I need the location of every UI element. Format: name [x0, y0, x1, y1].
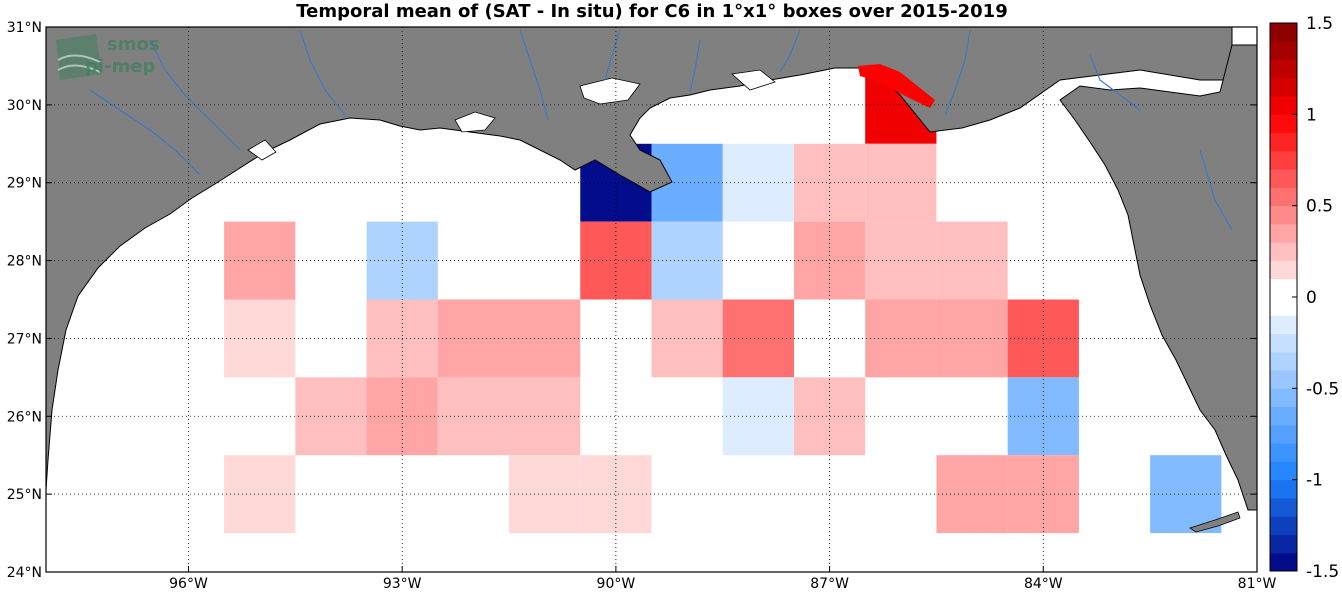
colorbar-segment	[1270, 497, 1297, 517]
heatmap-cell	[1007, 299, 1079, 378]
colorbar-segment	[1270, 552, 1297, 572]
coastal-lakes-louisiana	[454, 111, 496, 133]
colorbar-segment	[1270, 150, 1297, 170]
colorbar-segment	[1270, 534, 1297, 554]
y-tick-label: 25°N	[7, 487, 42, 503]
colorbar-segment	[1270, 516, 1297, 535]
logo-line2: pi-mep	[85, 56, 155, 77]
map-title: Temporal mean of (SAT - In situ) for C6 …	[296, 1, 1007, 22]
colorbar-segment	[1270, 187, 1297, 207]
colorbar-tick-label: 0	[1306, 288, 1317, 308]
x-axis: 96°W 93°W 90°W 87°W 84°W 81°W	[169, 566, 1276, 592]
colorbar-segment	[1270, 406, 1297, 426]
x-tick-label: 84°W	[1024, 576, 1063, 592]
colorbar-segment	[1270, 297, 1297, 316]
x-tick-label: 87°W	[810, 576, 849, 592]
heatmap-cell	[509, 377, 581, 456]
colorbar-segment	[1270, 205, 1297, 225]
colorbar-segment	[1270, 443, 1297, 462]
colorbar-tick-label: 1.5	[1306, 14, 1333, 34]
mobile-bay	[731, 69, 776, 91]
colorbar-segment	[1270, 114, 1297, 134]
y-tick-label: 24°N	[7, 565, 42, 581]
heatmap-cell	[1007, 455, 1079, 534]
colorbar-segment	[1270, 77, 1297, 97]
colorbar-segment	[1270, 96, 1297, 115]
map-panel: 96°W 93°W 90°W 87°W 84°W 81°W 24°N 25°N 26°N 27°…	[7, 20, 1277, 592]
y-tick-label: 27°N	[7, 331, 42, 347]
heatmap-cell	[793, 377, 866, 456]
colorbar-segment	[1270, 479, 1297, 499]
colorbar-tick-label: -1	[1306, 471, 1323, 491]
heatmap-cell	[509, 299, 581, 378]
colorbar-tick-label: 0.5	[1306, 197, 1333, 217]
colorbar-segment	[1270, 461, 1297, 481]
heatmap-cell	[224, 221, 296, 300]
heatmap-cell	[224, 299, 296, 378]
colorbar-segment	[1270, 278, 1297, 298]
colorbar-segment	[1270, 388, 1297, 408]
colorbar-segment	[1270, 315, 1297, 335]
heatmap-cell	[437, 299, 510, 378]
colorbar-segment	[1270, 242, 1297, 261]
heatmap-cell	[437, 377, 510, 456]
colorbar: 1.5 1 0.5 0 -0.5 -1 -1.5	[1269, 14, 1339, 582]
colorbar-segments	[1270, 23, 1297, 572]
x-tick-label: 93°W	[383, 576, 422, 592]
heatmap-cell	[1007, 377, 1079, 456]
lake-pontchartrain	[579, 77, 641, 105]
heatmap-cell	[509, 455, 581, 534]
heatmap-cell	[865, 299, 937, 378]
heatmap-cell	[865, 221, 937, 300]
colorbar-tick-label: -0.5	[1306, 379, 1339, 399]
colorbar-tick-label: 1	[1306, 105, 1317, 125]
y-tick-label: 26°N	[7, 409, 42, 425]
y-tick-label: 31°N	[7, 20, 42, 36]
map-frame	[45, 26, 1258, 573]
land-masses	[45, 26, 1258, 533]
florida-keys	[1189, 511, 1241, 533]
colorbar-tick-label: -1.5	[1306, 562, 1339, 582]
colorbar-segment	[1270, 59, 1297, 79]
y-tick-label: 29°N	[7, 176, 42, 192]
heatmap-cell	[793, 143, 866, 222]
colorbar-segment	[1270, 351, 1297, 371]
colorbar-ticks: 1.5 1 0.5 0 -0.5 -1 -1.5	[1292, 14, 1339, 582]
colorbar-segment	[1270, 132, 1297, 152]
logo-line1: smos	[107, 34, 160, 55]
smos-pi-mep-logo: smos pi-mep	[56, 34, 160, 80]
x-tick-label: 96°W	[169, 576, 208, 592]
colorbar-segment	[1270, 169, 1297, 188]
colorbar-segment	[1270, 260, 1297, 280]
heatmap-cell	[580, 455, 652, 534]
heatmap-cell	[580, 221, 652, 300]
colorbar-segment	[1270, 370, 1297, 389]
x-tick-label: 81°W	[1238, 576, 1277, 592]
x-tick-label: 90°W	[597, 576, 636, 592]
heatmap-cell	[936, 299, 1008, 378]
heatmap-cell	[224, 455, 296, 534]
heatmap-cell	[936, 221, 1008, 300]
coastal-lake-texas	[247, 139, 277, 161]
colorbar-segment	[1270, 333, 1297, 353]
grid-lines	[46, 27, 1257, 572]
y-tick-label: 30°N	[7, 98, 42, 114]
colorbar-segment	[1270, 424, 1297, 444]
florida-peninsula-land	[1059, 44, 1258, 511]
coastal-red-sliver	[858, 64, 935, 108]
heatmap-cell	[793, 221, 866, 300]
colorbar-segment	[1270, 23, 1297, 42]
heatmap-cell	[936, 455, 1008, 534]
rivers	[89, 29, 1233, 231]
y-axis: 24°N 25°N 26°N 27°N 28°N 29°N 30°N 31°N	[7, 20, 1257, 581]
colorbar-segment	[1270, 223, 1297, 243]
colorbar-segment	[1270, 41, 1297, 61]
northern-coast-land	[45, 26, 1233, 491]
heatmap-cell	[865, 143, 937, 222]
y-tick-label: 28°N	[7, 254, 42, 270]
